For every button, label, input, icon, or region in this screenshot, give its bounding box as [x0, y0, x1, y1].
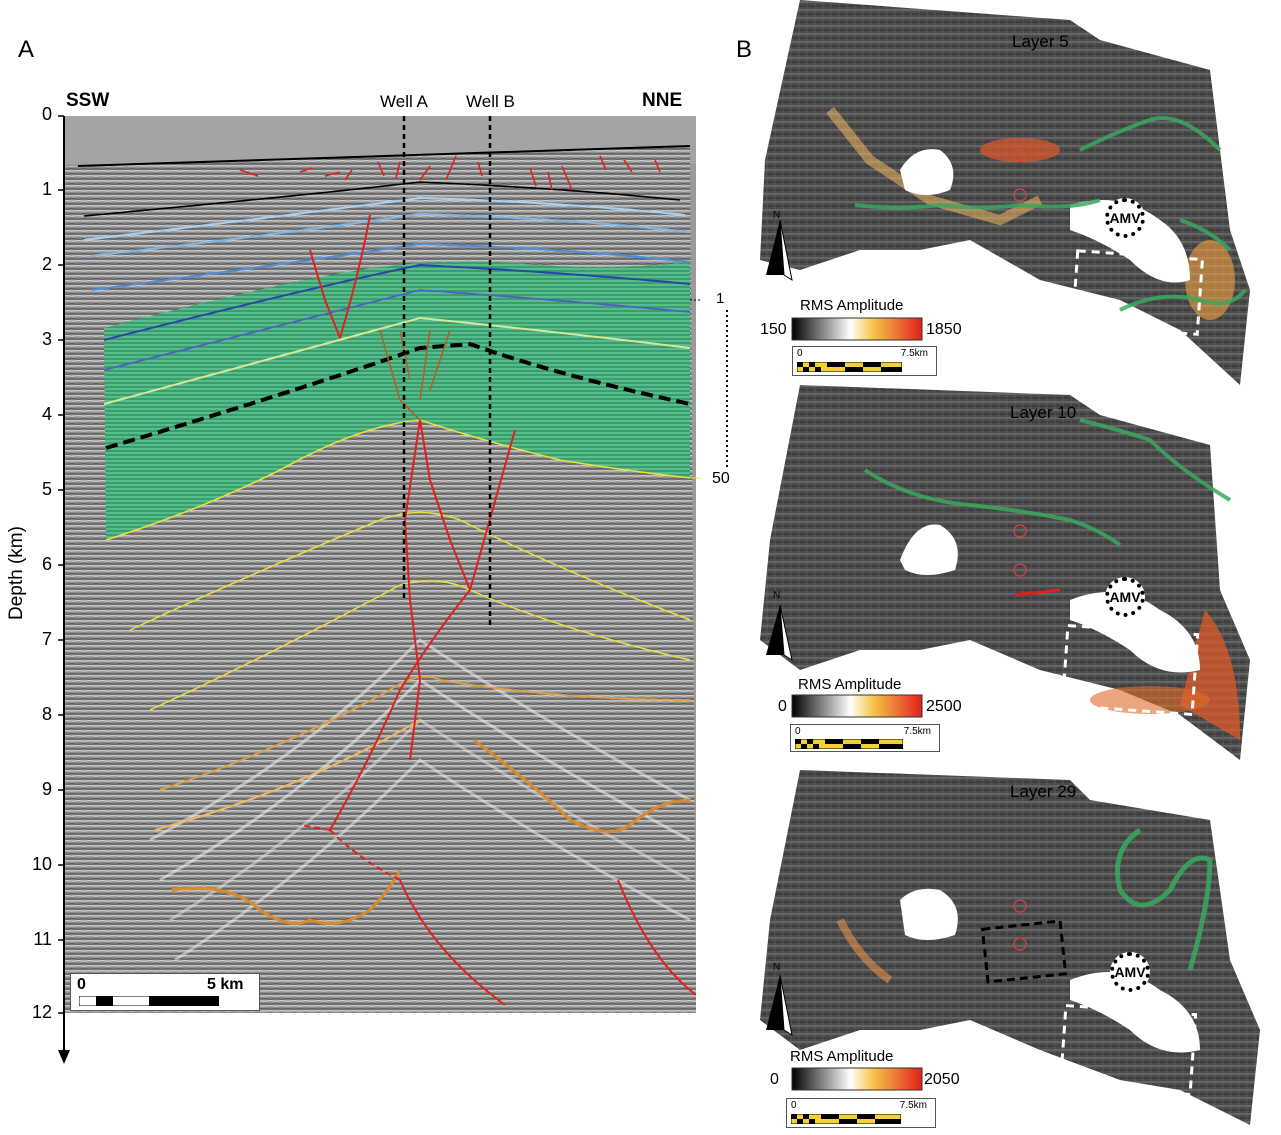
depth-tick: 11	[33, 929, 52, 949]
section-scale-bar: 0 5 km	[70, 973, 260, 1011]
depth-tick: 0	[41, 104, 52, 124]
direction-ssw: SSW	[66, 90, 110, 111]
map-scale-bar: 0 7.5km	[792, 346, 937, 376]
north-label: N	[773, 962, 781, 973]
dashed-horizon	[105, 341, 691, 450]
depth-tick: 10	[31, 854, 52, 874]
well-a-label: Well A	[380, 92, 428, 111]
map-title-layer-5: Layer 5	[1012, 32, 1069, 51]
deep-horizon	[473, 738, 691, 833]
amplitude-maps	[760, 0, 1260, 1125]
amv-marker: AMV	[1105, 198, 1145, 238]
map-scale-zero: 0	[797, 348, 803, 359]
depth-tick: 6	[41, 554, 52, 574]
map-scale-label: 7.5km	[899, 1100, 927, 1111]
legend-title: RMS Amplitude	[790, 1048, 894, 1065]
depth-tick: 2	[41, 254, 52, 274]
amv-marker: AMV	[1110, 952, 1150, 992]
legend-max: 1850	[926, 321, 962, 338]
legend-max: 2050	[924, 1071, 960, 1088]
legend-title: RMS Amplitude	[798, 676, 902, 693]
map-scale-bar: 0 7.5km	[786, 1098, 936, 1128]
map-scale-label: 7.5km	[900, 348, 928, 359]
depth-tick: 1	[41, 179, 52, 199]
map-scale-zero: 0	[795, 726, 801, 737]
rms-colorbar-layer29	[791, 1067, 923, 1091]
depth-tick: 8	[41, 704, 52, 724]
map-title-layer-29: Layer 29	[1010, 782, 1077, 801]
legend-min: 150	[760, 321, 787, 338]
depth-tick: 7	[41, 629, 52, 649]
north-label: N	[773, 210, 781, 221]
legend-min: 0	[770, 1071, 779, 1088]
legend-min: 0	[778, 698, 787, 715]
map-scale-label: 7.5km	[903, 726, 931, 737]
map-layer-29	[760, 770, 1260, 1125]
seismic-section	[58, 115, 728, 1064]
depth-tick: 3	[41, 329, 52, 349]
depth-tick: 4	[41, 404, 52, 424]
panel-a-letter: A	[18, 36, 35, 63]
layer-marker-bottom: 50	[712, 470, 730, 487]
map-title-layer-10: Layer 10	[1010, 403, 1077, 422]
map-layer-5	[760, 0, 1250, 385]
layer-marker-top: 1	[716, 290, 725, 307]
depth-tick: 5	[41, 479, 52, 499]
legend-max: 2500	[926, 698, 962, 715]
panel-b-letter: B	[736, 36, 753, 63]
rms-colorbar-layer5	[791, 317, 923, 341]
map-scale-bar: 0 7.5km	[790, 724, 940, 752]
basement-horizon	[171, 869, 402, 925]
legend-title: RMS Amplitude	[800, 297, 904, 314]
map-scale-zero: 0	[791, 1100, 797, 1111]
well-b-label: Well B	[466, 92, 515, 111]
direction-nne: NNE	[642, 90, 683, 111]
scale-zero: 0	[77, 976, 86, 993]
depth-tick: 9	[41, 779, 52, 799]
rms-colorbar-layer10	[791, 694, 923, 718]
depth-tick: 12	[31, 1002, 52, 1022]
scale-label: 5 km	[207, 976, 244, 993]
amv-marker: AMV	[1105, 577, 1145, 617]
map-layer-10	[760, 385, 1250, 760]
north-label: N	[773, 590, 781, 601]
